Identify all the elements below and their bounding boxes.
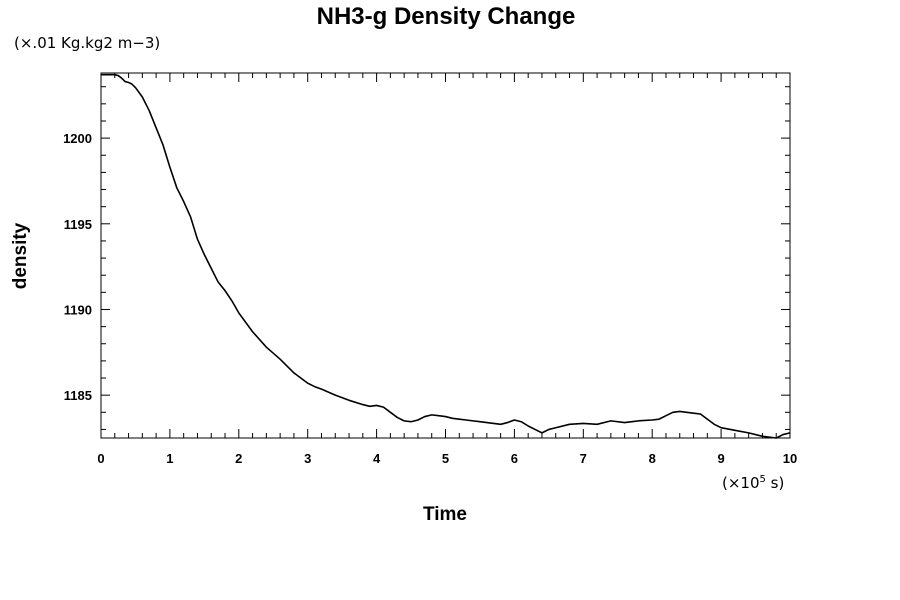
y-tick-label: 1200 bbox=[63, 131, 92, 146]
density-series-line bbox=[101, 73, 791, 439]
x-units-suffix: s) bbox=[766, 474, 784, 492]
y-units-label: (×.01 Kg.kg2 m−3) bbox=[14, 34, 160, 52]
x-tick-label: 1 bbox=[166, 451, 173, 466]
y-tick-label: 1185 bbox=[64, 388, 92, 403]
x-units-prefix: (×10 bbox=[722, 474, 760, 492]
x-tick-label: 6 bbox=[511, 451, 518, 466]
y-axis-label: density bbox=[10, 222, 31, 289]
x-units-label: (×105 s) bbox=[722, 474, 784, 492]
x-tick-label: 10 bbox=[783, 451, 797, 466]
y-tick-label: 1195 bbox=[64, 217, 92, 232]
x-tick-label: 7 bbox=[580, 451, 587, 466]
x-tick-label: 8 bbox=[649, 451, 656, 466]
y-tick-label: 1190 bbox=[64, 302, 92, 317]
x-units-exponent: 5 bbox=[760, 474, 766, 485]
x-tick-label: 2 bbox=[235, 451, 242, 466]
x-tick-labels: 0 1 2 3 4 5 6 7 8 9 10 bbox=[97, 451, 797, 466]
tick-marks bbox=[100, 73, 791, 438]
x-tick-label: 9 bbox=[717, 451, 724, 466]
x-axis-label: Time bbox=[423, 504, 467, 525]
y-tick-labels: 1185 1190 1195 1200 bbox=[63, 131, 92, 403]
x-tick-label: 5 bbox=[442, 451, 449, 466]
x-tick-label: 0 bbox=[97, 451, 104, 466]
x-tick-label: 4 bbox=[373, 451, 381, 466]
x-tick-label: 3 bbox=[304, 451, 311, 466]
chart-title: NH3-g Density Change bbox=[317, 3, 576, 30]
